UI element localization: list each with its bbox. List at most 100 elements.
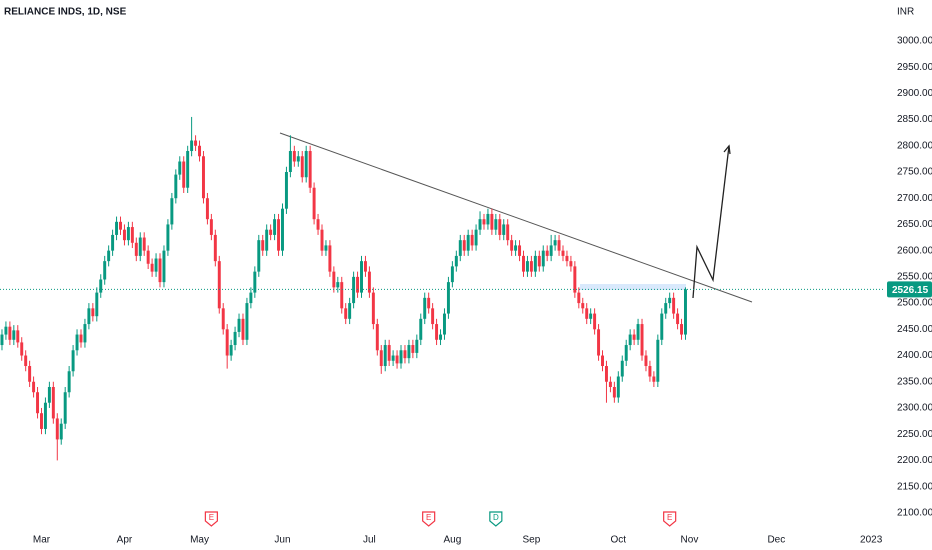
candle-body [59,423,63,440]
candle-body [340,282,344,309]
y-tick-label: 2500.00 [897,298,932,309]
candle-body [644,355,648,367]
candle-body [502,224,506,235]
candle-body [209,219,213,235]
candle-body [71,350,75,372]
y-tick-label: 2950.00 [897,62,932,73]
candle-body [446,282,450,314]
candle-body [16,330,20,343]
candle-body [352,276,356,304]
candle-body [0,334,4,346]
candle-body [640,324,644,356]
candle-body [514,245,518,251]
candle-body [454,255,458,267]
candle-body [296,156,300,162]
candle-body [142,237,146,251]
candle-body [383,345,387,367]
candle-body [431,308,435,325]
y-tick-label: 2600.00 [897,245,932,256]
candle-body [360,261,363,293]
candle-body [336,282,340,288]
y-tick-label: 2800.00 [897,140,932,151]
candle-body [518,245,522,256]
candle-body [379,350,383,367]
event-label: D [493,513,499,522]
candle-body [273,219,277,235]
candle-body [126,227,130,241]
candle-body [474,229,478,246]
candle-body [146,250,150,264]
candle-body [265,229,269,251]
candle-body [680,324,684,335]
candle-body [573,266,577,293]
y-tick-label: 2550.00 [897,272,932,283]
candle-body [194,140,198,146]
candle-body [585,308,589,319]
candle-body [225,329,229,356]
candle-body [178,161,182,175]
candle-body [450,266,454,283]
candle-body [308,151,312,188]
candle-body [162,250,166,283]
y-tick-label: 2250.00 [897,429,932,440]
candle-body [91,308,95,317]
candle-body [565,255,569,262]
x-tick-label: Mar [33,535,51,546]
candle-body [51,386,55,419]
candle-body [439,334,443,340]
candle-body [43,402,47,429]
y-tick-label: 2200.00 [897,455,932,466]
x-tick-label: Apr [117,535,133,546]
candle-body [608,381,612,387]
candle-body [261,240,265,251]
candle-body [356,276,360,293]
candle-body [174,174,178,199]
candle-body [462,240,466,251]
candle-body [28,366,32,382]
candle-body [522,255,525,272]
candle-body [119,221,122,230]
candle-body [166,224,170,251]
candle-body [182,161,186,188]
candle-body [332,271,336,288]
highlight-zone [580,284,686,290]
x-tick-label: Jul [363,535,376,546]
candle-body [553,240,557,246]
candle-body [435,324,439,340]
candle-body [328,245,332,272]
candle-body [12,330,16,340]
candle-body [593,313,597,330]
candle-body [158,258,162,283]
candle-body [190,140,194,152]
candle-body [67,371,71,393]
candle-body [537,255,541,267]
y-tick-label: 2700.00 [897,193,932,204]
candle-body [221,308,225,330]
candle-body [292,151,296,162]
candle-body [620,360,624,377]
candle-body [47,386,51,403]
y-tick-label: 3000.00 [897,36,932,47]
arrow-head [723,144,731,155]
candle-body [652,376,656,382]
candle-body [423,297,427,319]
candle-body [486,213,490,225]
candle-body [312,187,316,220]
candle-body [8,326,12,340]
candle-body [545,250,549,256]
candle-body [284,171,288,209]
candle-body [577,292,581,304]
candle-body [375,324,379,351]
candle-body [87,308,91,325]
candle-body [201,156,205,199]
candle-body [664,303,668,314]
last-price-badge [887,281,932,298]
candle-body [490,213,494,230]
candle-body [604,366,608,382]
candle-body [533,255,537,272]
candle-body [304,151,308,178]
candle-body [387,345,391,361]
y-tick-label: 2750.00 [897,167,932,178]
